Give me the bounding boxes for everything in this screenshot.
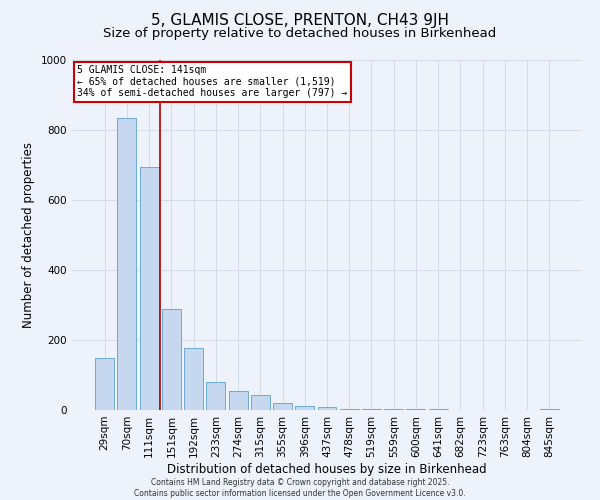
Text: 5 GLAMIS CLOSE: 141sqm
← 65% of detached houses are smaller (1,519)
34% of semi-: 5 GLAMIS CLOSE: 141sqm ← 65% of detached… — [77, 66, 347, 98]
Bar — [184, 348, 203, 410]
Bar — [118, 118, 136, 410]
Bar — [162, 308, 181, 410]
Bar — [295, 406, 314, 410]
Bar — [317, 407, 337, 410]
X-axis label: Distribution of detached houses by size in Birkenhead: Distribution of detached houses by size … — [167, 462, 487, 475]
Y-axis label: Number of detached properties: Number of detached properties — [22, 142, 35, 328]
Text: Contains HM Land Registry data © Crown copyright and database right 2025.
Contai: Contains HM Land Registry data © Crown c… — [134, 478, 466, 498]
Bar — [251, 396, 270, 410]
Bar — [95, 358, 114, 410]
Bar — [273, 403, 292, 410]
Text: Size of property relative to detached houses in Birkenhead: Size of property relative to detached ho… — [103, 28, 497, 40]
Text: 5, GLAMIS CLOSE, PRENTON, CH43 9JH: 5, GLAMIS CLOSE, PRENTON, CH43 9JH — [151, 12, 449, 28]
Bar — [229, 391, 248, 410]
Bar — [140, 167, 158, 410]
Bar — [206, 382, 225, 410]
